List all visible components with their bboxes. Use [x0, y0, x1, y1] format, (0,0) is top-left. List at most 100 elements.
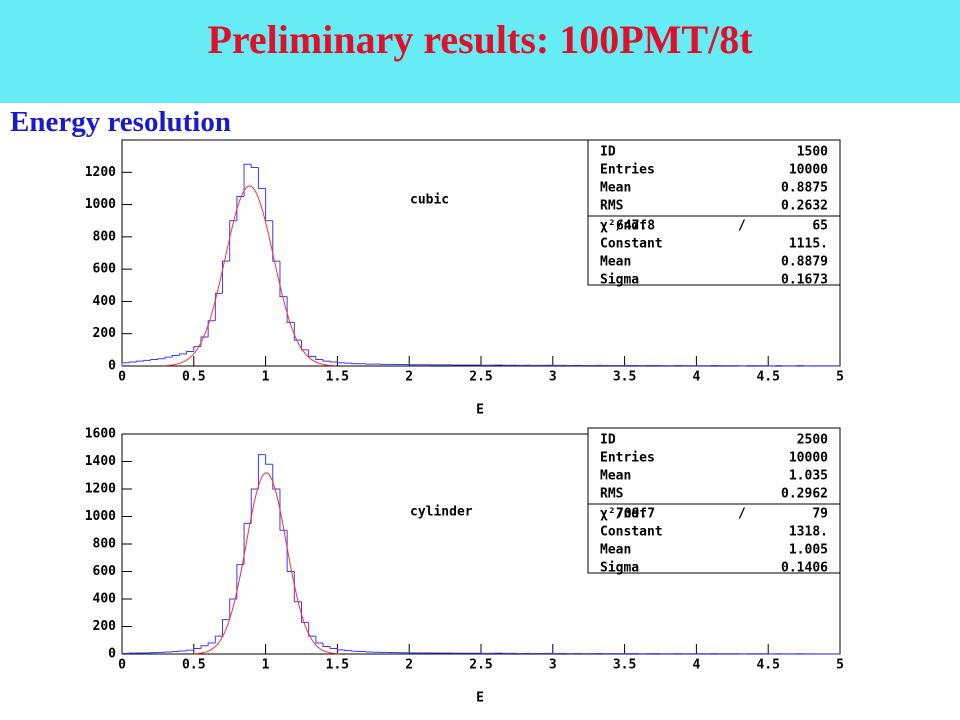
fit-param-name: Mean [600, 255, 631, 270]
histogram-bin [193, 648, 201, 651]
histogram-bin [301, 601, 309, 623]
histogram-bin [272, 464, 280, 490]
fit-param-name: Constant [600, 525, 663, 540]
fit-param-value: 1.005 [789, 543, 828, 558]
stats-name: Mean [600, 181, 631, 196]
histogram-bin [222, 260, 230, 294]
stats-name: Entries [600, 163, 655, 178]
annotation: cubic [410, 193, 449, 208]
stats-value: 0.8875 [781, 181, 828, 196]
histogram-bin [351, 650, 359, 652]
chi2-label: χ²/ndf [600, 507, 647, 522]
x-tick-label: 1.5 [326, 370, 349, 385]
x-tick-label: 2.5 [469, 658, 492, 673]
histogram-bin [143, 359, 151, 362]
x-tick-label: 5 [836, 658, 844, 673]
ndf-value: 65 [812, 219, 828, 234]
histogram-bin [121, 362, 130, 366]
stats-value: 10000 [789, 451, 828, 466]
y-tick-label: 1000 [85, 197, 116, 212]
x-tick-label: 2 [405, 658, 413, 673]
histogram-bin [336, 648, 345, 651]
y-tick-label: 800 [93, 537, 117, 552]
histogram-bin [329, 646, 338, 649]
x-axis-label: E [476, 691, 484, 706]
histogram-bin [293, 571, 302, 603]
fit-param-name: Sigma [600, 273, 639, 288]
stats-value: 1.035 [789, 469, 828, 484]
histogram-bin [315, 636, 324, 644]
ndf-value: 79 [812, 507, 828, 522]
x-tick-label: 0.5 [182, 658, 205, 673]
histogram-bin [178, 650, 187, 652]
y-tick-label: 400 [93, 592, 117, 607]
y-tick-label: 600 [93, 262, 117, 277]
histogram-bin [164, 356, 173, 359]
x-tick-label: 0.5 [182, 370, 205, 385]
x-axis-label: E [476, 403, 484, 418]
y-tick-label: 1200 [85, 165, 116, 180]
histogram-bin [214, 292, 223, 321]
slide-title: Preliminary results: 100PMT/8t [207, 17, 753, 62]
x-tick-label: 0 [118, 658, 126, 673]
y-tick-label: 1200 [85, 482, 116, 497]
x-tick-label: 4 [692, 370, 700, 385]
stats-box [587, 427, 841, 574]
x-tick-label: 3 [549, 658, 557, 673]
histogram-bin [322, 359, 331, 362]
histogram-bin [250, 488, 259, 524]
x-tick-label: 4.5 [756, 370, 779, 385]
y-tick-label: 1600 [85, 427, 116, 442]
histogram-bin [265, 188, 273, 222]
histogram-bin [308, 622, 316, 637]
fit-param-name: Sigma [600, 561, 639, 576]
x-tick-label: 3.5 [613, 370, 636, 385]
histogram-bin [265, 454, 273, 465]
histogram-bin [286, 296, 295, 323]
histogram-bin [344, 649, 352, 652]
x-tick-label: 0 [118, 370, 126, 385]
fit-param-value: 0.8879 [781, 255, 828, 270]
x-tick-label: 1 [262, 370, 270, 385]
x-tick-label: 3 [549, 370, 557, 385]
histogram-bin [186, 649, 194, 651]
stats-value: 10000 [789, 163, 828, 178]
fit-param-value: 1115. [789, 237, 828, 252]
fit-param-value: 0.1406 [781, 561, 828, 576]
histogram-bin [250, 164, 259, 168]
stats-value: 0.2632 [781, 199, 828, 214]
chi2-separator: / [738, 219, 746, 234]
y-tick-label: 1400 [85, 454, 116, 469]
histogram-bin [222, 619, 230, 637]
annotation: cylinder [410, 505, 473, 520]
y-tick-label: 0 [108, 359, 116, 374]
histogram-bin [229, 220, 237, 262]
chi2-label: χ²/ndf [600, 219, 647, 234]
y-tick-label: 400 [93, 294, 117, 309]
y-tick-label: 0 [108, 647, 116, 662]
y-tick-label: 200 [93, 326, 117, 341]
slide-subtitle: Energy resolution [10, 106, 231, 138]
stats-box [587, 139, 841, 286]
stats-name: ID [600, 145, 616, 160]
x-tick-label: 5 [836, 370, 844, 385]
y-tick-label: 1000 [85, 509, 116, 524]
chi2-separator: / [738, 507, 746, 522]
fit-param-name: Mean [600, 543, 631, 558]
stats-name: RMS [600, 487, 624, 502]
histogram-bin [243, 163, 252, 197]
stats-name: Entries [600, 451, 655, 466]
histogram-bin [322, 643, 331, 647]
stats-name: Mean [600, 469, 631, 484]
fit-param-value: 1318. [789, 525, 828, 540]
x-tick-label: 4.5 [756, 658, 779, 673]
histogram-bin [236, 196, 245, 221]
histogram-bin [200, 336, 209, 347]
fit-curve [193, 472, 340, 655]
histogram-bin [257, 167, 266, 189]
histogram-bin [243, 522, 252, 565]
histogram-bin [236, 564, 245, 599]
histogram-bin [128, 361, 137, 363]
x-tick-label: 2 [405, 370, 413, 385]
